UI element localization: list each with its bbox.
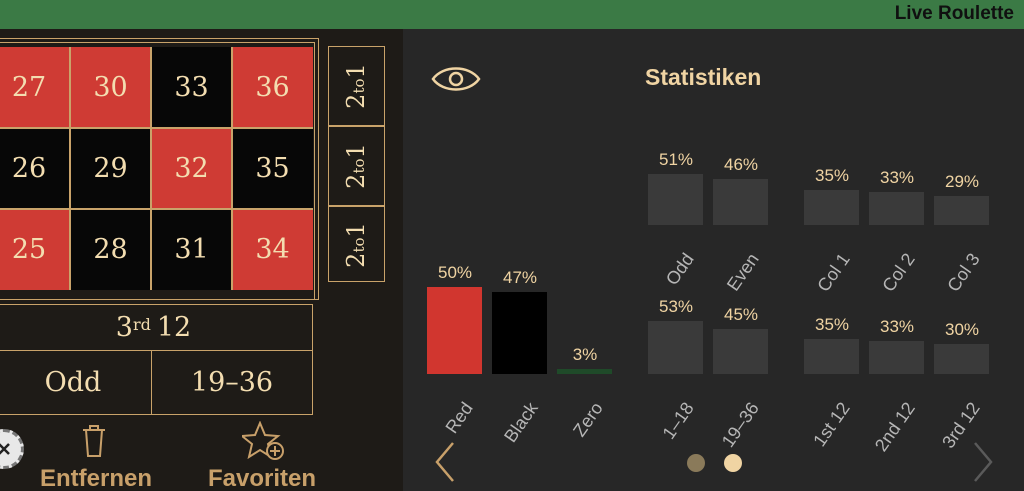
pct-zero: 3% [572, 344, 598, 364]
number-cell-35[interactable]: 35 [232, 128, 313, 209]
number-cell-28[interactable]: 28 [70, 209, 151, 290]
grid-line [328, 125, 385, 127]
eye-icon[interactable] [431, 63, 481, 95]
bar-19-36 [713, 329, 768, 374]
pct-3rd-12: 30% [944, 320, 980, 339]
dozen-prefix: 3 [115, 312, 133, 343]
pct-black: 47% [502, 268, 538, 288]
pct-red: 50% [437, 263, 473, 282]
bar-even [713, 179, 768, 225]
xlabel-even: Even [722, 249, 763, 295]
bar-black [492, 292, 547, 374]
pct-odd: 51% [658, 150, 694, 169]
chevron-left-icon[interactable] [433, 441, 457, 483]
xlabel-col-2: Col 2 [878, 249, 919, 296]
pct-col-3: 29% [944, 172, 980, 191]
number-cell-36[interactable]: 36 [232, 47, 313, 128]
grid-line [0, 127, 313, 129]
column-bet-top[interactable]: 2to1 [342, 63, 370, 109]
number-cell-26[interactable]: 26 [0, 128, 70, 209]
star-plus-icon[interactable] [242, 421, 286, 461]
bar-1st-12 [804, 339, 859, 374]
xlabel-19-36: 19–36 [717, 398, 763, 451]
xlabel-1-18: 1–18 [658, 398, 698, 443]
grid-line [328, 205, 385, 207]
number-cell-31[interactable]: 31 [151, 209, 232, 290]
page-dot-1[interactable] [687, 454, 705, 472]
xlabel-zero: Zero [569, 398, 607, 441]
number-cell-30[interactable]: 30 [70, 47, 151, 128]
betting-board: 27 30 33 36 26 29 32 35 25 28 31 34 2to1… [0, 29, 403, 491]
number-cell-33[interactable]: 33 [151, 47, 232, 128]
number-cell-27[interactable]: 27 [0, 47, 70, 128]
number-cell-34[interactable]: 34 [232, 209, 313, 290]
pct-1st-12: 35% [814, 315, 850, 334]
bar-col-1 [804, 190, 859, 225]
remove-button[interactable]: Entfernen [40, 465, 153, 491]
pct-col-2: 33% [879, 168, 915, 187]
column-bet-middle[interactable]: 2to1 [342, 143, 370, 189]
column-bets-outline [328, 46, 385, 282]
bar-odd [648, 174, 703, 225]
pct-even: 46% [723, 155, 759, 174]
bar-col-3 [934, 196, 989, 225]
close-chip-icon[interactable] [0, 429, 24, 469]
dozen-suffix: 12 [156, 312, 192, 343]
app-title: Live Roulette [894, 3, 1014, 24]
page-dot-2[interactable] [724, 454, 742, 472]
chevron-right-icon[interactable] [971, 441, 995, 483]
bar-zero [557, 368, 612, 374]
board-outline-inner [0, 42, 315, 300]
xlabel-red: Red [441, 398, 477, 438]
bar-col-2 [869, 192, 924, 225]
bar-3rd-12 [934, 344, 989, 374]
grid-line [0, 208, 313, 210]
grid-line [69, 47, 71, 290]
xlabel-col-3: Col 3 [943, 249, 984, 296]
high-bet[interactable]: 19–36 [151, 350, 313, 415]
stats-title: Statistiken [645, 64, 762, 90]
grid-line [150, 47, 152, 290]
xlabel-black: Black [500, 398, 542, 447]
xlabel-col-1: Col 1 [813, 249, 854, 296]
pct-1-18: 53% [658, 297, 694, 316]
top-bar: Live Roulette [0, 0, 1024, 29]
bar-1-18 [648, 321, 703, 374]
number-cell-29[interactable]: 29 [70, 128, 151, 209]
odd-bet[interactable]: Odd [0, 350, 152, 415]
xlabel-1st-12: 1st 12 [809, 398, 854, 451]
pct-19-36: 45% [723, 305, 759, 324]
grid-line [231, 47, 233, 290]
number-cell-25[interactable]: 25 [0, 209, 70, 290]
statistics-panel: Statistiken 50% Red 47% Black 3% Zero 51% Odd 46… [403, 29, 1024, 491]
pct-col-1: 35% [814, 166, 850, 185]
xlabel-odd: Odd [661, 249, 698, 289]
bar-2nd-12 [869, 341, 924, 374]
favorites-button[interactable]: Favoriten [208, 465, 317, 491]
xlabel-2nd-12: 2nd 12 [870, 398, 919, 456]
bar-red [427, 287, 482, 374]
trash-icon[interactable] [80, 424, 108, 458]
column-bet-bottom[interactable]: 2to1 [342, 222, 370, 268]
pct-2nd-12: 33% [879, 317, 915, 336]
number-cell-32[interactable]: 32 [151, 128, 232, 209]
dozen-sup: rd [132, 315, 151, 334]
